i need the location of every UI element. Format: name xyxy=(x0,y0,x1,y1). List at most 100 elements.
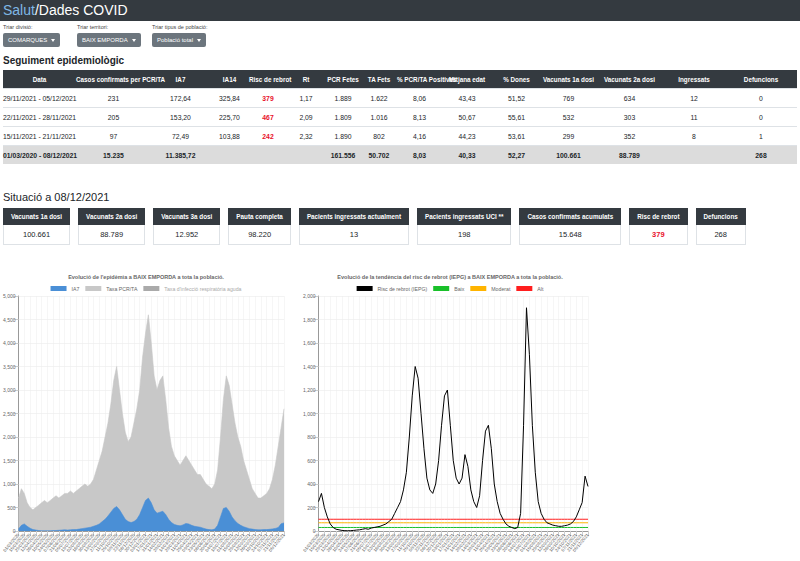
svg-text:4,000: 4,000 xyxy=(3,340,16,346)
svg-text:30/08/2020: 30/08/2020 xyxy=(77,532,96,553)
svg-text:06/12/2020: 06/12/2020 xyxy=(117,532,136,553)
svg-text:29/03/2020: 29/03/2020 xyxy=(13,532,32,553)
svg-text:28/02/2021: 28/02/2021 xyxy=(152,532,171,553)
svg-text:15/03/2020: 15/03/2020 xyxy=(308,532,327,553)
svg-text:Evolució de l'epidèmia a BAIX: Evolució de l'epidèmia a BAIX EMPORDA a … xyxy=(68,274,224,280)
svg-text:16/08/2020: 16/08/2020 xyxy=(71,532,90,553)
svg-text:1,600: 1,600 xyxy=(303,340,316,346)
svg-text:17/01/2021: 17/01/2021 xyxy=(134,532,154,553)
svg-text:23/05/2021: 23/05/2021 xyxy=(186,532,206,553)
svg-text:26/09/2021: 26/09/2021 xyxy=(238,532,258,553)
svg-text:1,800: 1,800 xyxy=(303,317,316,323)
svg-text:1,000: 1,000 xyxy=(3,481,16,487)
svg-text:3,500: 3,500 xyxy=(3,364,16,370)
svg-text:25/04/2021: 25/04/2021 xyxy=(477,532,497,553)
svg-text:4,500: 4,500 xyxy=(3,317,16,323)
svg-text:27/09/2020: 27/09/2020 xyxy=(390,532,409,553)
svg-text:Alt: Alt xyxy=(537,286,544,292)
svg-text:26/04/2020: 26/04/2020 xyxy=(325,532,344,553)
svg-text:02/08/2020: 02/08/2020 xyxy=(65,532,84,553)
svg-text:2,500: 2,500 xyxy=(3,411,16,417)
svg-text:1,200: 1,200 xyxy=(303,387,316,393)
svg-text:2,000: 2,000 xyxy=(3,434,16,440)
svg-text:10/05/2020: 10/05/2020 xyxy=(31,532,50,553)
svg-text:01/08/2021: 01/08/2021 xyxy=(215,532,234,553)
svg-text:04/07/2021: 04/07/2021 xyxy=(204,532,223,553)
svg-text:400: 400 xyxy=(307,481,316,487)
svg-text:2,000: 2,000 xyxy=(303,293,316,299)
svg-text:1,400: 1,400 xyxy=(303,364,316,370)
svg-text:24/10/2021: 24/10/2021 xyxy=(250,532,269,553)
svg-text:12/04/2020: 12/04/2020 xyxy=(19,532,38,553)
svg-text:31/01/2021: 31/01/2021 xyxy=(140,532,159,553)
svg-text:15/03/2020: 15/03/2020 xyxy=(7,532,27,553)
svg-text:05/07/2020: 05/07/2020 xyxy=(54,532,73,553)
svg-text:20/12/2020: 20/12/2020 xyxy=(123,532,142,553)
svg-text:01/03/2020: 01/03/2020 xyxy=(2,532,21,553)
svg-text:13/09/2020: 13/09/2020 xyxy=(384,532,403,553)
svg-text:25/10/2020: 25/10/2020 xyxy=(401,532,420,553)
svg-text:Evolució de la tendència del r: Evolució de la tendència del risc de reb… xyxy=(337,274,563,280)
svg-text:11/10/2020: 11/10/2020 xyxy=(396,532,415,553)
svg-text:Taxa PCR/TA: Taxa PCR/TA xyxy=(106,286,138,292)
svg-text:08/11/2020: 08/11/2020 xyxy=(106,532,125,553)
svg-text:21/11/2021: 21/11/2021 xyxy=(262,532,281,553)
svg-text:03/01/2021: 03/01/2021 xyxy=(129,532,148,553)
svg-text:22/11/2020: 22/11/2020 xyxy=(413,532,432,553)
svg-text:Risc de rebrot (IEPG): Risc de rebrot (IEPG) xyxy=(378,286,428,292)
svg-text:13/09/2020: 13/09/2020 xyxy=(82,532,102,553)
svg-text:09/05/2021: 09/05/2021 xyxy=(181,532,200,553)
svg-text:200: 200 xyxy=(307,505,316,511)
svg-text:05/12/2021: 05/12/2021 xyxy=(268,532,287,553)
svg-text:01/08/2021: 01/08/2021 xyxy=(518,532,538,553)
svg-text:11/04/2021: 11/04/2021 xyxy=(169,532,188,553)
svg-text:1,000: 1,000 xyxy=(303,411,316,417)
svg-text:29/03/2020: 29/03/2020 xyxy=(313,532,333,553)
svg-text:06/06/2021: 06/06/2021 xyxy=(192,532,211,553)
svg-text:3,000: 3,000 xyxy=(3,387,16,393)
svg-text:28/03/2021: 28/03/2021 xyxy=(163,532,182,553)
svg-text:IA7: IA7 xyxy=(72,286,80,292)
svg-text:26/04/2020: 26/04/2020 xyxy=(25,532,44,553)
svg-text:500: 500 xyxy=(7,505,16,511)
svg-text:1,500: 1,500 xyxy=(3,458,16,464)
svg-text:12/09/2021: 12/09/2021 xyxy=(233,532,252,553)
svg-text:14/03/2021: 14/03/2021 xyxy=(157,532,177,553)
svg-text:27/09/2020: 27/09/2020 xyxy=(88,532,107,553)
svg-text:07/11/2021: 07/11/2021 xyxy=(256,532,275,553)
svg-text:07/06/2020: 07/06/2020 xyxy=(42,532,61,553)
svg-text:02/08/2020: 02/08/2020 xyxy=(366,532,385,553)
svg-text:15/08/2021: 15/08/2021 xyxy=(221,532,240,553)
svg-text:24/05/2020: 24/05/2020 xyxy=(36,532,56,553)
svg-text:10/05/2020: 10/05/2020 xyxy=(331,532,350,553)
svg-text:11/10/2020: 11/10/2020 xyxy=(94,532,113,553)
svg-text:800: 800 xyxy=(307,434,316,440)
svg-text:600: 600 xyxy=(307,458,316,464)
svg-text:14/02/2021: 14/02/2021 xyxy=(146,532,165,553)
svg-text:22/11/2020: 22/11/2020 xyxy=(112,532,131,553)
svg-text:19/07/2020: 19/07/2020 xyxy=(360,532,379,553)
svg-text:Baix: Baix xyxy=(454,286,464,292)
svg-text:17/01/2021: 17/01/2021 xyxy=(436,532,456,553)
svg-text:25/10/2020: 25/10/2020 xyxy=(100,532,119,553)
svg-text:07/06/2020: 07/06/2020 xyxy=(343,532,362,553)
svg-text:21/06/2020: 21/06/2020 xyxy=(349,532,368,553)
svg-text:5,000: 5,000 xyxy=(3,293,16,299)
svg-text:16/08/2020: 16/08/2020 xyxy=(372,532,391,553)
svg-text:12/04/2020: 12/04/2020 xyxy=(319,532,338,553)
svg-text:18/07/2021: 18/07/2021 xyxy=(209,532,229,553)
svg-text:05/07/2020: 05/07/2020 xyxy=(354,532,374,553)
svg-text:08/11/2020: 08/11/2020 xyxy=(407,532,426,553)
svg-text:05/12/2021: 05/12/2021 xyxy=(572,532,591,553)
svg-text:19/07/2020: 19/07/2020 xyxy=(59,532,79,553)
svg-text:29/08/2021: 29/08/2021 xyxy=(227,532,246,553)
svg-text:20/06/2021: 20/06/2021 xyxy=(198,532,217,553)
svg-text:30/08/2020: 30/08/2020 xyxy=(378,532,397,553)
svg-text:01/03/2020: 01/03/2020 xyxy=(302,532,321,553)
svg-text:21/06/2020: 21/06/2020 xyxy=(48,532,67,553)
svg-text:10/10/2021: 10/10/2021 xyxy=(244,532,263,553)
svg-text:Taxa d'infecció respiratòria a: Taxa d'infecció respiratòria aguda xyxy=(164,286,241,292)
svg-text:24/05/2020: 24/05/2020 xyxy=(337,532,356,553)
svg-text:25/04/2021: 25/04/2021 xyxy=(175,532,194,553)
svg-text:Moderat: Moderat xyxy=(491,286,511,292)
